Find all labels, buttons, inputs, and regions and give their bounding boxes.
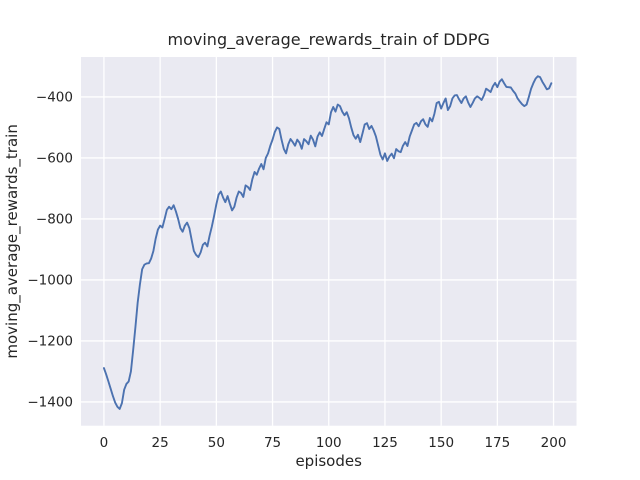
- gridlines: [81, 57, 577, 426]
- chart-title: moving_average_rewards_train of DDPG: [168, 30, 490, 50]
- x-tick-labels: 0 25 50 75 100 125 150 175 200: [100, 435, 567, 451]
- y-tick-label: −600: [36, 150, 73, 166]
- y-tick-label: −1200: [27, 333, 73, 349]
- x-tick-label: 125: [372, 435, 398, 451]
- x-tick-label: 150: [428, 435, 454, 451]
- y-tick-label: −800: [36, 211, 73, 227]
- x-axis-label: episodes: [295, 452, 362, 470]
- x-tick-label: 175: [484, 435, 510, 451]
- x-tick-label: 200: [541, 435, 567, 451]
- x-tick-label: 0: [100, 435, 109, 451]
- reward-line: [102, 75, 553, 410]
- y-tick-label: −1000: [27, 272, 73, 288]
- x-tick-label: 75: [264, 435, 281, 451]
- x-tick-label: 25: [152, 435, 169, 451]
- y-axis-label: moving_average_rewards_train: [3, 124, 22, 358]
- line-series: [102, 75, 553, 410]
- y-tick-label: −400: [36, 89, 73, 105]
- y-tick-label: −1400: [27, 394, 73, 410]
- y-tick-labels: −400 −600 −800 −1000 −1200 −1400: [27, 89, 73, 410]
- x-tick-label: 50: [208, 435, 225, 451]
- x-tick-label: 100: [316, 435, 342, 451]
